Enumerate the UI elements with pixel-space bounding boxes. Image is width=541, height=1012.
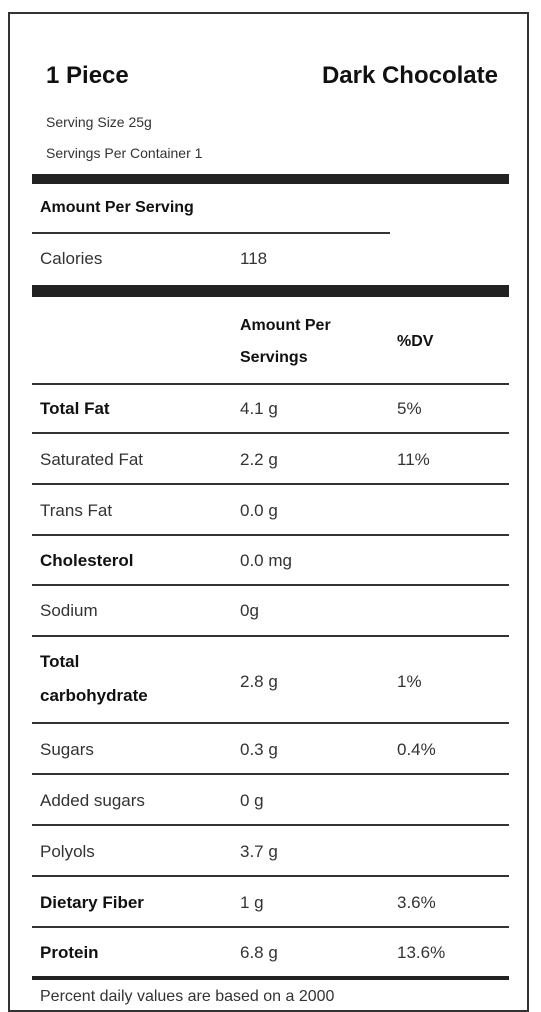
nutrient-name: Polyols — [40, 842, 95, 861]
nutrient-amount: 0.3 g — [240, 740, 278, 759]
nutrient-amount: 4.1 g — [240, 399, 278, 418]
nutrient-name: Protein — [40, 943, 99, 962]
nutrient-name: Trans Fat — [40, 501, 113, 520]
nutrient-dv: 13.6% — [397, 943, 446, 962]
nutrient-dv: 5% — [397, 399, 422, 418]
amount-column-header-line2: Servings — [240, 349, 308, 366]
bottom-divider — [32, 976, 509, 980]
nutrient-amount: 0.0 mg — [240, 551, 292, 570]
row-divider — [32, 926, 509, 928]
nutrient-name: Sodium — [40, 601, 98, 620]
row-divider — [32, 875, 509, 877]
amount-column-header-line1: Amount Per — [240, 317, 331, 334]
nutrient-amount: 0 g — [240, 791, 264, 810]
nutrient-amount: 2.2 g — [240, 450, 278, 469]
row-divider — [32, 722, 509, 724]
dv-column-header: %DV — [397, 333, 434, 350]
nutrient-amount: 0g — [240, 601, 259, 620]
serving-size: Serving Size 25g — [46, 114, 152, 130]
product-name: Dark Chocolate — [321, 62, 498, 89]
calories-label: Calories — [40, 249, 103, 268]
nutrient-amount: 2.8 g — [240, 672, 278, 691]
serving-title: 1 Piece — [46, 62, 129, 89]
row-divider — [32, 824, 509, 826]
row-divider — [32, 584, 509, 586]
thick-divider-calories — [32, 285, 509, 297]
servings-per-container: Servings Per Container 1 — [46, 145, 203, 161]
nutrient-name: Sugars — [40, 740, 94, 759]
daily-values-footnote: Percent daily values are based on a 2000 — [40, 988, 335, 1005]
nutrient-name-line1: Total — [40, 652, 80, 671]
nutrient-dv: 1% — [397, 672, 422, 691]
row-divider — [32, 534, 509, 536]
nutrient-dv: 3.6% — [397, 893, 436, 912]
calories-value: 118 — [240, 249, 268, 268]
nutrient-dv: 11% — [397, 450, 430, 469]
row-divider — [32, 383, 509, 385]
nutrient-name: Saturated Fat — [40, 450, 144, 469]
nutrient-amount: 0.0 g — [240, 501, 278, 520]
nutrient-amount: 6.8 g — [240, 943, 278, 962]
row-divider — [32, 635, 509, 637]
row-divider — [32, 773, 509, 775]
row-divider — [32, 432, 509, 434]
nutrient-name-line2: carbohydrate — [40, 686, 148, 705]
nutrient-name: Added sugars — [40, 791, 145, 810]
row-divider — [32, 483, 509, 485]
thick-divider-top — [32, 174, 509, 184]
heading-underline — [32, 232, 390, 234]
amount-per-serving-heading: Amount Per Serving — [40, 199, 194, 216]
nutrient-name: Cholesterol — [40, 551, 134, 570]
nutrient-amount: 3.7 g — [240, 842, 278, 861]
nutrient-name: Dietary Fiber — [40, 893, 144, 912]
nutrient-amount: 1 g — [240, 893, 264, 912]
nutrient-dv: 0.4% — [397, 740, 436, 759]
nutrient-name: Total Fat — [40, 399, 110, 418]
